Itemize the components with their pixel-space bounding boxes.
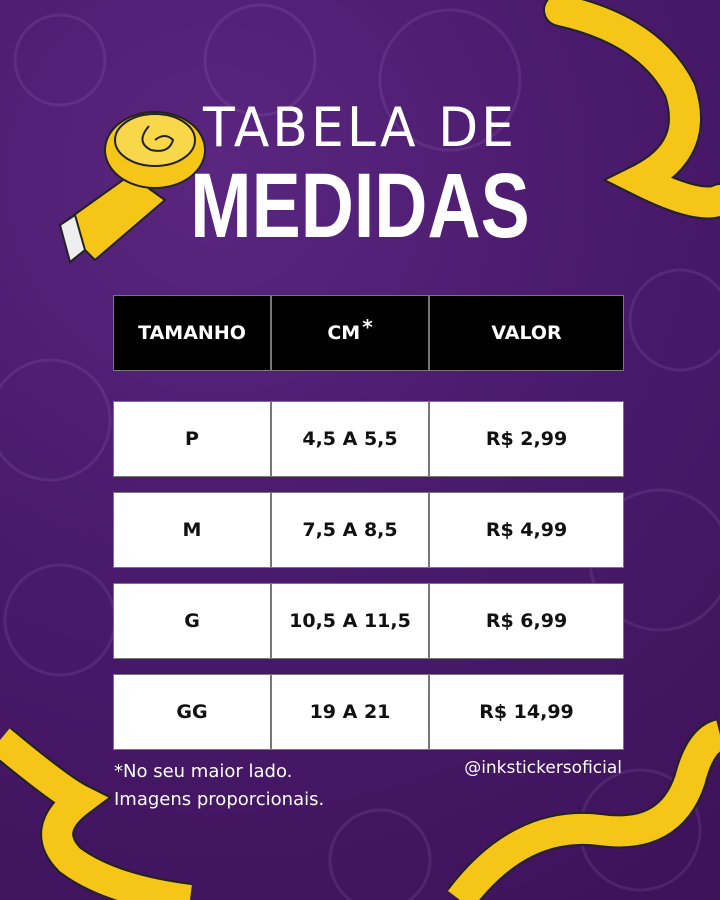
header-cm-label: CM [327,322,361,344]
tape-measure-top-right [543,0,720,220]
price-cell: R$ 14,99 [429,674,624,750]
footnote-line2: Imagens proporcionais. [114,789,325,810]
cm-cell: 7,5 A 8,5 [271,492,429,568]
title-line2: MEDIDAS [190,155,530,257]
header-valor: VALOR [429,295,624,371]
footnote: *No seu maior lado. Imagens proporcionai… [114,758,324,814]
size-cell: GG [113,674,271,750]
size-cell: M [113,492,271,568]
footnote-line1: *No seu maior lado. [114,761,293,782]
title-line1: TABELA DE [203,96,517,160]
table-row: M 7,5 A 8,5 R$ 4,99 [113,492,624,568]
size-cell: G [113,583,271,659]
price-cell: R$ 4,99 [429,492,624,568]
social-handle: @inkstickersoficial [464,758,622,778]
cm-cell: 4,5 A 5,5 [271,401,429,477]
cm-cell: 10,5 A 11,5 [271,583,429,659]
cm-cell: 19 A 21 [271,674,429,750]
table-row: GG 19 A 21 R$ 14,99 [113,674,624,750]
table-header: TAMANHO CM * VALOR [113,295,624,371]
size-cell: P [113,401,271,477]
tape-measure-bottom-left [0,726,193,900]
tape-measure-bottom-right [446,718,720,900]
price-cell: R$ 2,99 [429,401,624,477]
header-asterisk: * [362,315,373,339]
table-row: P 4,5 A 5,5 R$ 2,99 [113,401,624,477]
header-cm: CM * [271,295,429,371]
tape-roll-icon [58,111,206,264]
table-row: G 10,5 A 11,5 R$ 6,99 [113,583,624,659]
price-cell: R$ 6,99 [429,583,624,659]
header-tamanho: TAMANHO [113,295,271,371]
